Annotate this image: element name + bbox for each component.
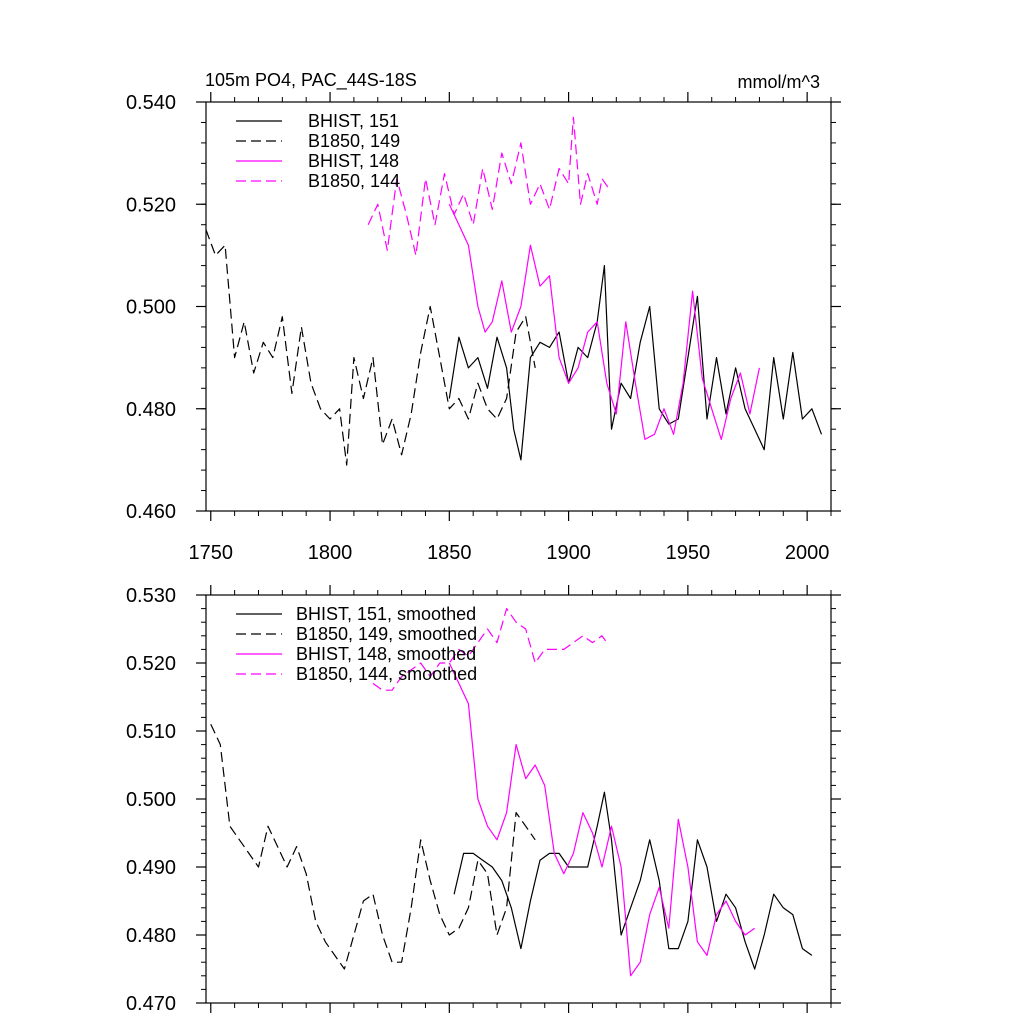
y-tick-label: 0.470 xyxy=(126,993,176,1015)
y-tick-label: 0.490 xyxy=(126,857,176,879)
series-line xyxy=(448,204,760,440)
top-panel: 105m PO4, PAC_44S-18S mmol/m^3 0.460 0.48… xyxy=(126,70,841,564)
y-tick-label: 0.500 xyxy=(126,789,176,811)
series-line xyxy=(205,229,536,466)
y-tick-label: 0.530 xyxy=(126,585,176,607)
series-line xyxy=(453,791,813,970)
legend-label: BHIST, 151 xyxy=(308,111,399,131)
series-line xyxy=(372,607,608,691)
y-tick-label: 0.520 xyxy=(126,653,176,675)
x-tick-label: 2000 xyxy=(785,542,830,564)
units-label: mmol/m^3 xyxy=(738,72,820,92)
x-tick-label: 1950 xyxy=(666,542,711,564)
legend-label: BHIST, 151, smoothed xyxy=(296,604,476,624)
legend-label: B1850, 149 xyxy=(308,131,400,151)
top-plot-area: 0.460 0.480 0.500 0.520 0.540 1750 1800 1850 190… xyxy=(126,92,841,564)
series-line xyxy=(448,265,823,461)
x-tick-label: 1750 xyxy=(189,542,234,564)
y-tick-label: 0.460 xyxy=(126,501,176,523)
x-tick-label: 1850 xyxy=(427,542,472,564)
chart-title: 105m PO4, PAC_44S-18S xyxy=(205,70,417,91)
x-tick-label: 1800 xyxy=(308,542,353,564)
legend-label: B1850, 144, smoothed xyxy=(296,664,477,684)
x-tick-label: 1900 xyxy=(546,542,591,564)
y-tick-label: 0.480 xyxy=(126,399,176,421)
legend-label: B1850, 149, smoothed xyxy=(296,624,477,644)
y-tick-label: 0.500 xyxy=(126,297,176,319)
series-line xyxy=(210,723,536,970)
y-tick-label: 0.540 xyxy=(126,92,176,114)
legend-label: BHIST, 148, smoothed xyxy=(296,644,476,664)
bottom-panel: 0.470 0.480 0.490 0.500 0.510 0.520 0.530 BHIST… xyxy=(126,585,841,1015)
legend-label: B1850, 144 xyxy=(308,171,400,191)
y-tick-label: 0.480 xyxy=(126,925,176,947)
bottom-plot-area: 0.470 0.480 0.490 0.500 0.510 0.520 0.530 BHIST… xyxy=(126,585,841,1015)
y-tick-label: 0.520 xyxy=(126,194,176,216)
series-line xyxy=(367,116,610,256)
y-tick-label: 0.510 xyxy=(126,721,176,743)
legend-label: BHIST, 148 xyxy=(308,151,399,171)
series-line xyxy=(448,662,756,977)
